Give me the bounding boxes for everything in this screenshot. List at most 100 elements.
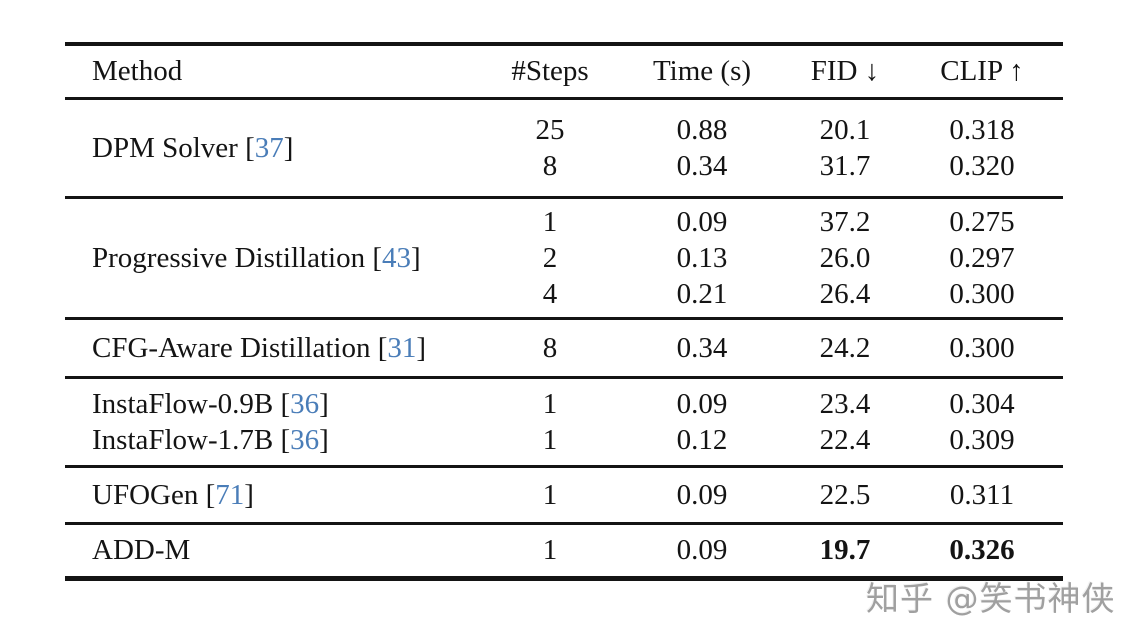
fid-value: 26.0 bbox=[819, 241, 871, 274]
method-group-row: InstaFlow-0.9B [36] InstaFlow-1.7B [36] 1 1… bbox=[65, 377, 1063, 466]
method-group-row: Progressive Distillation [43] 1 2 4 0.09 0.13… bbox=[65, 197, 1063, 318]
table-header: Method #Steps Time (s) FID ↓ CLIP ↑ bbox=[65, 44, 1063, 98]
time-value: 0.13 bbox=[676, 241, 728, 274]
table-body: DPM Solver [37] 25 8 0.88 0.34 20.1 31.7 0.318 0… bbox=[65, 98, 1063, 578]
time-value: 0.09 bbox=[676, 205, 728, 238]
steps-value: 8 bbox=[542, 331, 558, 364]
fid-value: 20.1 bbox=[819, 113, 871, 146]
clip-value: 0.326 bbox=[949, 534, 1015, 566]
clip-value: 0.318 bbox=[949, 113, 1015, 146]
method-label: ADD-M bbox=[92, 534, 191, 566]
method-label: InstaFlow-1.7B [36] bbox=[92, 423, 329, 456]
method-cell: UFOGen [71] bbox=[65, 466, 485, 523]
method-cell: Progressive Distillation [43] bbox=[65, 197, 485, 318]
citation-link[interactable]: 43 bbox=[382, 241, 411, 274]
time-value: 0.21 bbox=[676, 277, 728, 310]
citation-link[interactable]: 37 bbox=[254, 131, 284, 164]
time-cell: 0.34 bbox=[615, 318, 789, 377]
method-group-row: CFG-Aware Distillation [31] 8 0.34 24.2 0.30… bbox=[65, 318, 1063, 377]
time-cell: 0.09 0.12 bbox=[615, 377, 789, 466]
time-value: 0.34 bbox=[676, 149, 728, 182]
column-header-fid: FID ↓ bbox=[810, 54, 880, 87]
fid-cell: 19.7 bbox=[789, 523, 901, 578]
fid-value: 26.4 bbox=[819, 277, 871, 310]
fid-cell: 22.5 bbox=[789, 466, 901, 523]
steps-cell: 1 bbox=[485, 523, 615, 578]
time-cell: 0.09 bbox=[615, 523, 789, 578]
citation-link[interactable]: 71 bbox=[215, 478, 245, 511]
clip-cell: 0.300 bbox=[901, 318, 1063, 377]
clip-value: 0.311 bbox=[949, 478, 1015, 511]
method-cell: CFG-Aware Distillation [31] bbox=[65, 318, 485, 377]
fid-value: 22.5 bbox=[819, 478, 871, 511]
clip-cell: 0.311 bbox=[901, 466, 1063, 523]
column-header-method: Method bbox=[92, 54, 183, 87]
fid-cell: 37.2 26.0 26.4 bbox=[789, 197, 901, 318]
steps-value: 1 bbox=[542, 387, 558, 420]
method-cell: DPM Solver [37] bbox=[65, 98, 485, 197]
steps-value: 25 bbox=[535, 113, 565, 146]
fid-value: 24.2 bbox=[819, 331, 871, 364]
method-group-row: DPM Solver [37] 25 8 0.88 0.34 20.1 31.7 0.318 0… bbox=[65, 98, 1063, 197]
fid-value: 19.7 bbox=[819, 534, 871, 566]
fid-value: 31.7 bbox=[819, 149, 871, 182]
column-header-steps: #Steps bbox=[511, 54, 589, 87]
method-label: CFG-Aware Distillation [31] bbox=[92, 331, 427, 364]
fid-cell: 20.1 31.7 bbox=[789, 98, 901, 197]
column-header-time: Time (s) bbox=[652, 54, 752, 87]
clip-cell: 0.318 0.320 bbox=[901, 98, 1063, 197]
steps-value: 1 bbox=[542, 478, 558, 511]
clip-value: 0.297 bbox=[949, 241, 1015, 274]
steps-cell: 1 bbox=[485, 466, 615, 523]
steps-cell: 25 8 bbox=[485, 98, 615, 197]
method-group-row: ADD-M 1 0.09 19.7 0.326 bbox=[65, 523, 1063, 578]
time-value: 0.12 bbox=[676, 423, 728, 456]
time-cell: 0.09 0.13 0.21 bbox=[615, 197, 789, 318]
method-label: DPM Solver [37] bbox=[92, 131, 294, 164]
clip-value: 0.320 bbox=[949, 149, 1015, 182]
steps-value: 1 bbox=[542, 205, 558, 238]
method-cell: ADD-M bbox=[65, 523, 485, 578]
method-cell: InstaFlow-0.9B [36] InstaFlow-1.7B [36] bbox=[65, 377, 485, 466]
fid-cell: 23.4 22.4 bbox=[789, 377, 901, 466]
steps-value: 8 bbox=[542, 149, 558, 182]
time-value: 0.09 bbox=[676, 478, 728, 511]
citation-link[interactable]: 31 bbox=[387, 331, 417, 364]
time-value: 0.09 bbox=[676, 387, 728, 420]
clip-cell: 0.275 0.297 0.300 bbox=[901, 197, 1063, 318]
method-label: Progressive Distillation [43] bbox=[92, 241, 421, 274]
clip-value: 0.309 bbox=[949, 423, 1015, 456]
clip-cell: 0.326 bbox=[901, 523, 1063, 578]
steps-value: 2 bbox=[542, 241, 558, 274]
clip-cell: 0.304 0.309 bbox=[901, 377, 1063, 466]
fid-value: 23.4 bbox=[819, 387, 871, 420]
time-cell: 0.09 bbox=[615, 466, 789, 523]
clip-value: 0.300 bbox=[949, 331, 1015, 364]
steps-value: 4 bbox=[542, 277, 558, 310]
fid-cell: 24.2 bbox=[789, 318, 901, 377]
column-header-clip: CLIP ↑ bbox=[940, 54, 1024, 87]
time-cell: 0.88 0.34 bbox=[615, 98, 789, 197]
citation-link[interactable]: 36 bbox=[290, 423, 320, 456]
method-group-row: UFOGen [71] 1 0.09 22.5 0.311 bbox=[65, 466, 1063, 523]
header-row: Method #Steps Time (s) FID ↓ CLIP ↑ bbox=[65, 44, 1063, 98]
benchmark-table: Method #Steps Time (s) FID ↓ CLIP ↑ DPM … bbox=[65, 42, 1063, 581]
steps-value: 1 bbox=[542, 423, 558, 456]
steps-value: 1 bbox=[542, 534, 558, 566]
clip-value: 0.275 bbox=[949, 205, 1015, 238]
zhihu-watermark: 知乎 @笑书神侠 bbox=[866, 579, 1116, 618]
clip-value: 0.300 bbox=[949, 277, 1015, 310]
fid-value: 37.2 bbox=[819, 205, 871, 238]
steps-cell: 8 bbox=[485, 318, 615, 377]
method-label: InstaFlow-0.9B [36] bbox=[92, 387, 329, 420]
time-value: 0.34 bbox=[676, 331, 728, 364]
time-value: 0.88 bbox=[676, 113, 728, 146]
method-label: UFOGen [71] bbox=[92, 478, 254, 511]
citation-link[interactable]: 36 bbox=[290, 387, 320, 420]
time-value: 0.09 bbox=[676, 534, 728, 566]
clip-value: 0.304 bbox=[949, 387, 1015, 420]
fid-value: 22.4 bbox=[819, 423, 871, 456]
